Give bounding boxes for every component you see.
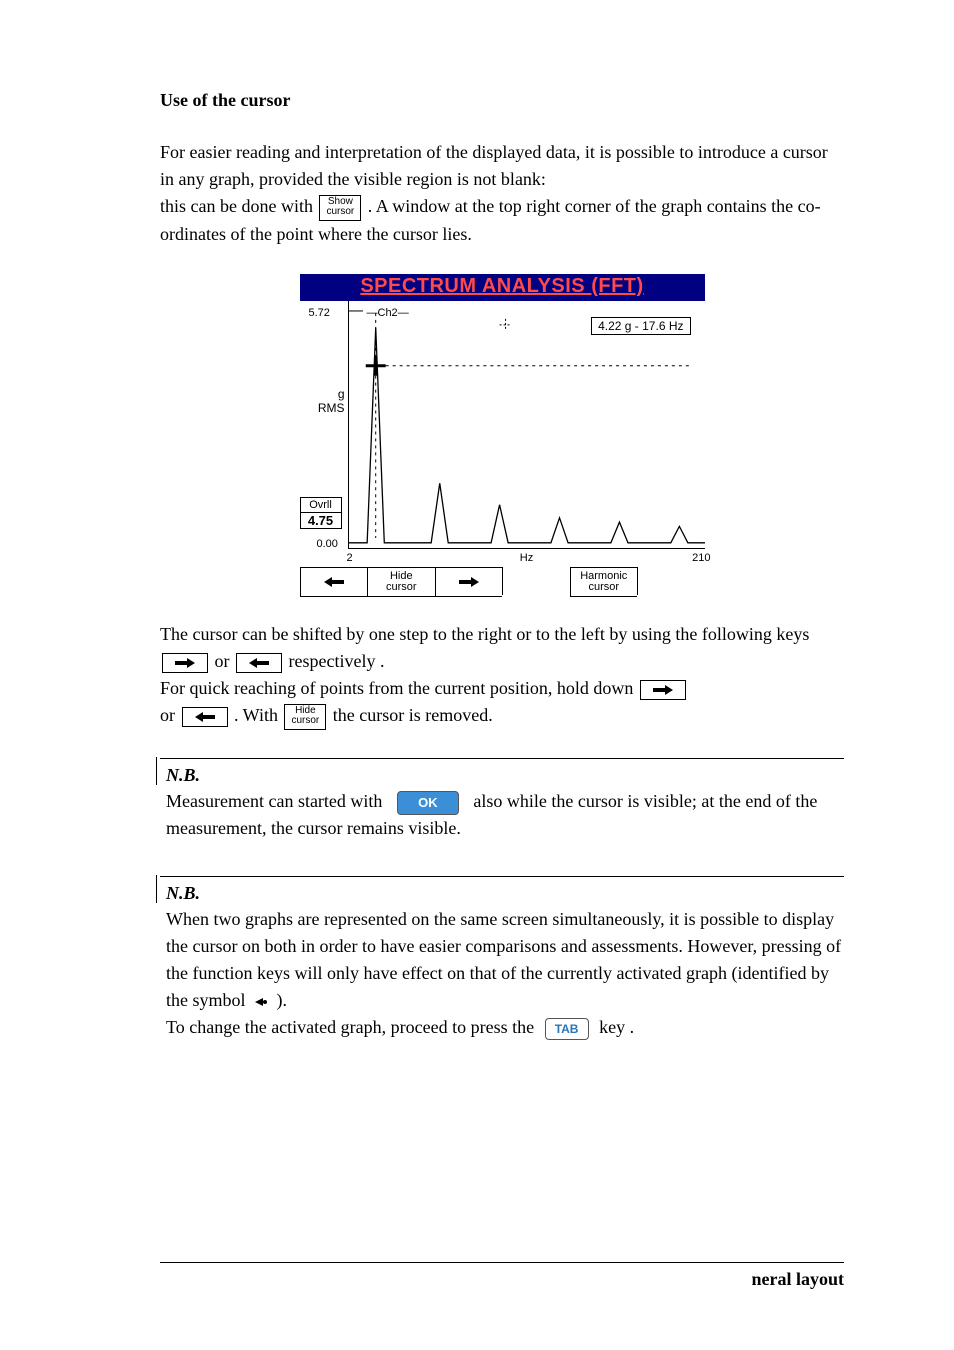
device-left-button[interactable] — [300, 567, 368, 597]
text: To change the activated graph, proceed t… — [166, 1017, 534, 1037]
section-heading: Use of the cursor — [160, 90, 844, 111]
ovrl-label: Ovrll — [300, 497, 342, 513]
chart-svg — [349, 301, 705, 548]
text: For easier reading and interpretation of… — [160, 142, 828, 189]
text: For quick reaching of points from the cu… — [160, 678, 633, 698]
text: or — [215, 651, 230, 671]
x-max-label: 210 — [692, 552, 710, 564]
y-unit-bot: RMS — [318, 401, 345, 415]
note-box-1: N.B. Measurement can started with OK als… — [160, 758, 844, 842]
right-arrow-key — [640, 680, 686, 700]
text: respectively . — [289, 651, 385, 671]
y-zero-label: 0.00 — [317, 538, 338, 550]
device-hide-cursor-button[interactable]: Hide cursor — [367, 567, 435, 597]
left-arrow-key — [182, 707, 228, 727]
nb2-title: N.B. — [166, 883, 844, 904]
hide-cursor-key: Hide cursor — [284, 704, 326, 730]
text: the cursor is removed. — [333, 705, 493, 725]
x-axis-label: Hz — [520, 552, 533, 564]
text: ). — [277, 990, 288, 1010]
active-graph-marker-icon — [252, 996, 270, 1008]
text: The cursor can be shifted by one step to… — [160, 624, 809, 644]
page-footer: neral layout — [160, 1262, 844, 1290]
text: . With — [234, 705, 278, 725]
device-screenshot: SPECTRUM ANALYSIS (FFT) g RMS Ovrll 4.75… — [300, 274, 705, 597]
x-min-label: 2 — [347, 552, 353, 564]
left-arrow-key — [236, 653, 282, 673]
right-arrow-key — [162, 653, 208, 673]
cursor-shift-paragraph: The cursor can be shifted by one step to… — [160, 621, 844, 730]
note-box-2: N.B. When two graphs are represented on … — [160, 876, 844, 1041]
text: When two graphs are represented on the s… — [166, 909, 841, 1010]
ok-button[interactable]: OK — [397, 791, 459, 815]
device-right-button[interactable] — [435, 567, 503, 597]
y-max-label: 5.72 — [309, 307, 330, 319]
device-button-row: Hide cursor Harmonic cursor — [300, 567, 705, 597]
tab-button[interactable]: TAB — [545, 1018, 589, 1040]
device-empty-cell — [637, 567, 705, 595]
device-harmonic-button[interactable]: Harmonic cursor — [570, 567, 638, 597]
text: or — [160, 705, 175, 725]
text: Measurement can started with — [166, 791, 382, 811]
spectrum-chart: —Ch2— 5.72 0.00 2 210 Hz 4.22 g - 17.6 H… — [348, 301, 705, 549]
text: key . — [599, 1017, 634, 1037]
device-empty-cell — [502, 567, 570, 595]
nb1-title: N.B. — [166, 765, 844, 786]
ovrl-value: 4.75 — [300, 513, 342, 529]
intro-paragraph: For easier reading and interpretation of… — [160, 139, 844, 248]
text: this can be done with — [160, 196, 313, 216]
device-title: SPECTRUM ANALYSIS (FFT) — [300, 274, 705, 301]
y-unit-top: g — [338, 387, 345, 401]
show-cursor-key: Show cursor — [319, 195, 361, 221]
